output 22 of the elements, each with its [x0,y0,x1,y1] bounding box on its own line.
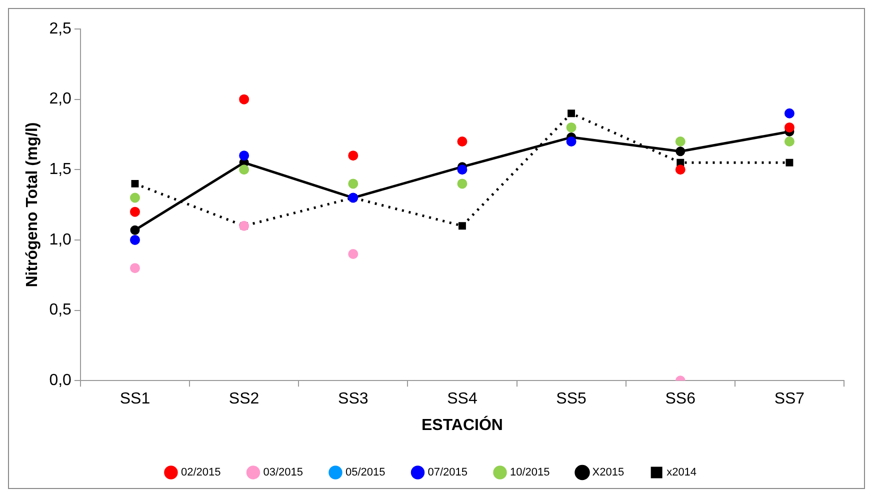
y-tick-label: 1,5 [49,161,72,178]
x-tick-label: SS6 [665,390,696,408]
x-tick-label: SS4 [447,390,478,408]
legend-label: 02/2015 [180,466,221,479]
x-tick-label: SS5 [556,390,587,408]
y-tick-label: 1,0 [49,231,72,248]
y-tick-label: 2,0 [49,90,72,108]
y-tick-label: 0,5 [49,302,72,319]
legend-label: x2014 [666,466,697,479]
legend-label: 07/2015 [428,466,468,479]
x-tick-label: SS1 [120,390,150,408]
x-tick-label: SS3 [338,390,368,408]
x-tick-label: SS2 [228,390,260,408]
y-axis-title: Nitrógeno Total (mg/l) [24,122,42,288]
legend-label: X2015 [592,466,624,479]
y-tick-label: 2,5 [49,20,72,38]
legend-label: 05/2015 [345,466,386,479]
x-axis-title: ESTACIÓN [421,414,503,434]
x-tick-label: SS7 [774,390,805,408]
legend-label: 10/2015 [510,466,550,479]
legend-label: 03/2015 [263,466,303,479]
y-tick-label: 0,0 [49,372,72,390]
